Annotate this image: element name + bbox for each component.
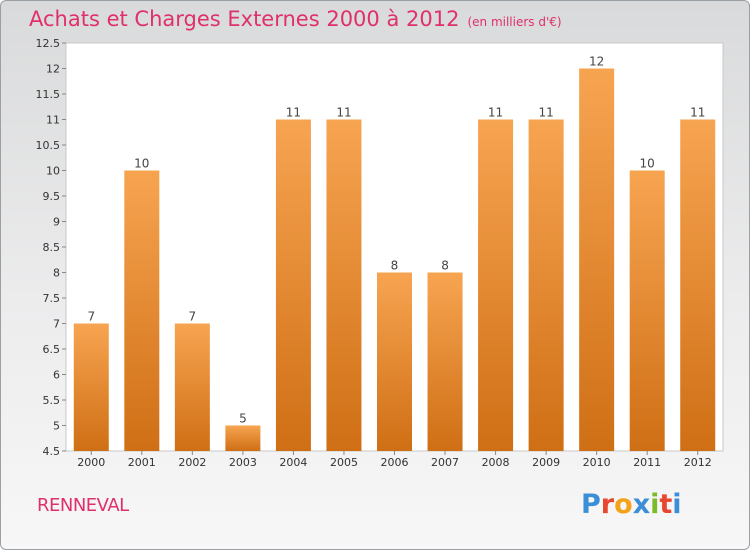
bar-value-label: 7	[189, 310, 197, 324]
bar[interactable]	[73, 323, 109, 452]
x-tick-label: 2012	[684, 456, 712, 469]
x-tick-label: 2009	[532, 456, 560, 469]
bars: 7 10 7 5 11 11 8 8 11 11 12 10 11	[73, 55, 716, 452]
y-tick-label: 11.5	[36, 88, 61, 101]
bar[interactable]	[427, 272, 463, 452]
y-tick-label: 10.5	[36, 139, 61, 152]
bar[interactable]	[680, 119, 716, 452]
bar[interactable]	[174, 323, 210, 452]
bar[interactable]	[225, 425, 261, 452]
y-tick-label: 6.5	[43, 343, 61, 356]
logo-letter: P	[581, 489, 601, 520]
x-tick-label: 2000	[77, 456, 105, 469]
chart-title: Achats et Charges Externes 2000 à 2012 (e…	[29, 7, 562, 31]
bar[interactable]	[478, 119, 514, 452]
x-tick-label: 2006	[381, 456, 409, 469]
bar[interactable]	[629, 170, 665, 452]
y-tick-label: 5	[53, 420, 60, 433]
logo-letter: t	[659, 489, 673, 520]
bar-value-label: 11	[336, 106, 351, 120]
y-tick-label: 7.5	[43, 292, 61, 305]
y-tick-label: 9	[53, 216, 60, 229]
bar-value-label: 7	[87, 310, 95, 324]
bar-value-label: 11	[690, 106, 705, 120]
y-tick-label: 5.5	[43, 394, 61, 407]
y-tick-label: 9.5	[43, 190, 61, 203]
bar-value-label: 10	[134, 157, 149, 171]
bar-value-label: 5	[239, 412, 247, 426]
logo-letter: x	[632, 489, 651, 520]
bar[interactable]	[275, 119, 311, 452]
bar-value-label: 10	[640, 157, 655, 171]
commune-name: RENNEVAL	[37, 495, 129, 516]
bar[interactable]	[377, 272, 412, 452]
x-tick-label: 2003	[229, 456, 257, 469]
x-tick-label: 2004	[279, 456, 307, 469]
y-tick-label: 8.5	[43, 241, 61, 254]
bar-value-label: 11	[286, 106, 301, 120]
logo-letter: r	[600, 489, 615, 520]
bar-value-label: 8	[391, 259, 399, 273]
bar[interactable]	[326, 119, 362, 452]
x-tick-label: 2001	[128, 456, 156, 469]
y-tick-label: 6	[53, 369, 60, 382]
logo-letter: i	[672, 489, 682, 520]
bar-value-label: 12	[589, 55, 604, 69]
y-tick-label: 8	[53, 267, 60, 280]
chart-title-text: Achats et Charges Externes 2000 à 2012	[29, 7, 460, 31]
logo-letter: o	[614, 489, 633, 520]
bar[interactable]	[124, 170, 160, 452]
bar-value-label: 11	[538, 106, 553, 120]
bar[interactable]	[528, 119, 564, 452]
bar-value-label: 8	[441, 259, 449, 273]
y-tick-label: 10	[46, 165, 60, 178]
proxiti-logo[interactable]: Proxiti	[581, 489, 682, 520]
x-tick-label: 2011	[633, 456, 661, 469]
x-tick-label: 2005	[330, 456, 358, 469]
y-tick-label: 12	[46, 63, 60, 76]
chart-subtitle: (en milliers d'€)	[467, 15, 562, 29]
y-tick-label: 12.5	[36, 37, 61, 50]
bar[interactable]	[579, 68, 615, 452]
x-tick-label: 2008	[482, 456, 510, 469]
bar-value-label: 11	[488, 106, 503, 120]
y-tick-label: 4.5	[43, 445, 61, 458]
x-axis: 2000 2001 2002 2003 2004 2005 2006 2007 2008 2009…	[77, 451, 712, 469]
y-tick-label: 7	[53, 318, 60, 331]
x-tick-label: 2007	[431, 456, 459, 469]
y-tick-label: 11	[46, 114, 60, 127]
logo-letter: i	[650, 489, 660, 520]
x-tick-label: 2002	[178, 456, 206, 469]
x-tick-label: 2010	[583, 456, 611, 469]
y-axis: 4.5 5 5.5 6 6.5 7 7.5 8 8.5 9 9.5 10 10.5 11 11.5 12 12.…	[36, 37, 66, 458]
